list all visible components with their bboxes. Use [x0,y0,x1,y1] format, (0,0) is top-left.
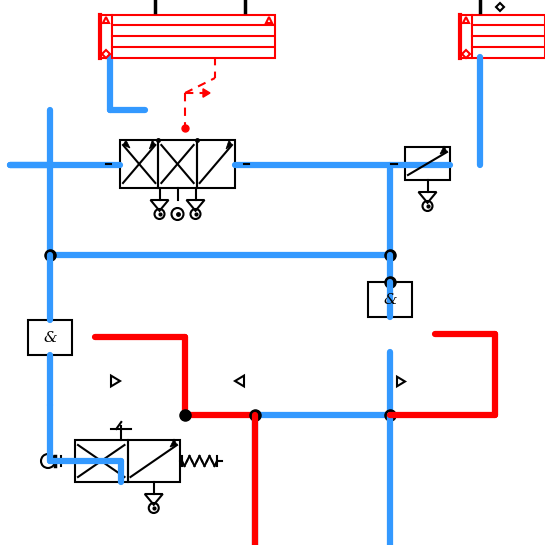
Bar [368,282,412,317]
Polygon shape [440,146,447,154]
Text: &: & [383,293,397,306]
Bar [128,440,180,482]
Polygon shape [149,140,155,149]
Bar [405,147,450,180]
Polygon shape [226,140,232,149]
Bar [120,140,159,188]
Polygon shape [203,89,210,97]
Bar [159,140,197,188]
Bar [197,140,235,188]
Bar [460,15,545,58]
Text: &: & [43,330,57,344]
Bar [75,440,128,482]
Polygon shape [123,140,130,148]
Bar [100,15,275,58]
Polygon shape [170,439,177,447]
Bar [28,320,72,355]
